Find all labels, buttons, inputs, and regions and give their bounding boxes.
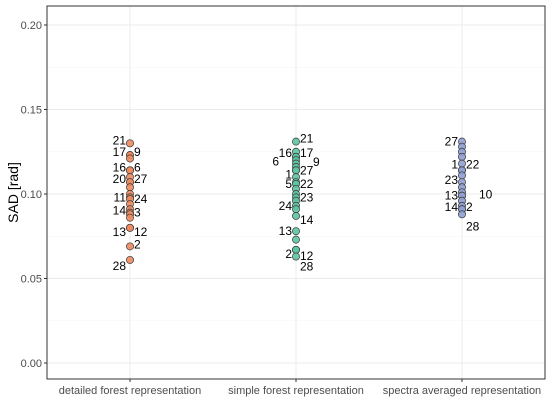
point-label: 23	[300, 190, 314, 204]
point-label: 28	[113, 259, 127, 273]
x-tick-label: simple forest representation	[228, 385, 364, 397]
point-label: 5	[285, 177, 292, 191]
point-label: 9	[134, 145, 141, 159]
point-label: 17	[300, 146, 314, 160]
point-label: 24	[279, 199, 293, 213]
point-label: 3	[134, 205, 141, 219]
data-point	[126, 213, 134, 222]
data-point	[458, 159, 466, 168]
point-label: 11	[114, 190, 127, 204]
data-point	[292, 252, 300, 261]
point-label: 6	[272, 155, 279, 169]
y-tick-label: 0.20	[21, 20, 42, 32]
point-label: 10	[479, 188, 493, 202]
point-label: 13	[445, 189, 459, 203]
point-label: 12	[300, 249, 314, 263]
point-label: 28	[300, 260, 314, 274]
point-label: 21	[113, 133, 127, 147]
data-point	[126, 166, 134, 175]
data-point	[292, 166, 300, 175]
data-point	[126, 183, 134, 192]
data-point	[126, 139, 134, 148]
data-point	[292, 205, 300, 214]
data-point	[126, 242, 134, 251]
x-tick-label: spectra averaged representation	[383, 385, 541, 397]
point-label: 21	[300, 132, 314, 146]
point-label: 13	[279, 224, 293, 238]
point-label: 27	[445, 135, 459, 149]
point-label: 14	[445, 200, 459, 214]
data-point	[458, 171, 466, 180]
point-label: 20	[113, 172, 127, 186]
y-tick-label: 0.00	[21, 358, 42, 370]
point-label: 28	[466, 219, 480, 233]
point-label: 2	[285, 247, 292, 261]
data-point	[126, 223, 134, 232]
data-point	[292, 212, 300, 220]
point-label: 27	[134, 172, 148, 186]
point-label: 27	[300, 163, 314, 177]
point-label: 14	[113, 204, 127, 218]
y-tick-label: 0.15	[21, 105, 42, 117]
data-point	[292, 137, 300, 146]
axis-ticks: 0.00 0.05 0.10 0.15 0.20 detailed forest repr…	[21, 20, 542, 397]
data-point	[126, 154, 134, 163]
point-label: 16	[279, 146, 293, 160]
point-label: 6	[134, 160, 141, 174]
data-point	[292, 245, 300, 254]
data-points	[126, 137, 466, 264]
y-tick-label: 0.05	[21, 274, 42, 286]
point-label: 13	[113, 225, 127, 239]
data-point	[458, 152, 466, 161]
point-label: 23	[445, 173, 459, 187]
point-label: 22	[466, 157, 480, 171]
x-tick-label: detailed forest representation	[59, 385, 201, 397]
point-label: 1	[285, 167, 292, 181]
point-label: 2	[466, 200, 473, 214]
point-label: 17	[113, 145, 127, 159]
y-tick-label: 0.10	[21, 189, 42, 201]
point-label: 16	[113, 160, 127, 174]
data-point	[126, 255, 134, 264]
point-label: 9	[313, 155, 320, 169]
data-point	[292, 227, 300, 236]
point-label: 14	[300, 213, 314, 227]
point-label: 24	[134, 192, 148, 206]
data-point	[458, 210, 466, 219]
data-point	[292, 235, 300, 244]
point-label: 2	[134, 237, 141, 251]
point-label: 12	[134, 225, 148, 239]
point-label: 22	[300, 177, 314, 191]
y-axis-title: SAD [rad]	[5, 162, 21, 223]
point-label: 1	[451, 157, 458, 171]
